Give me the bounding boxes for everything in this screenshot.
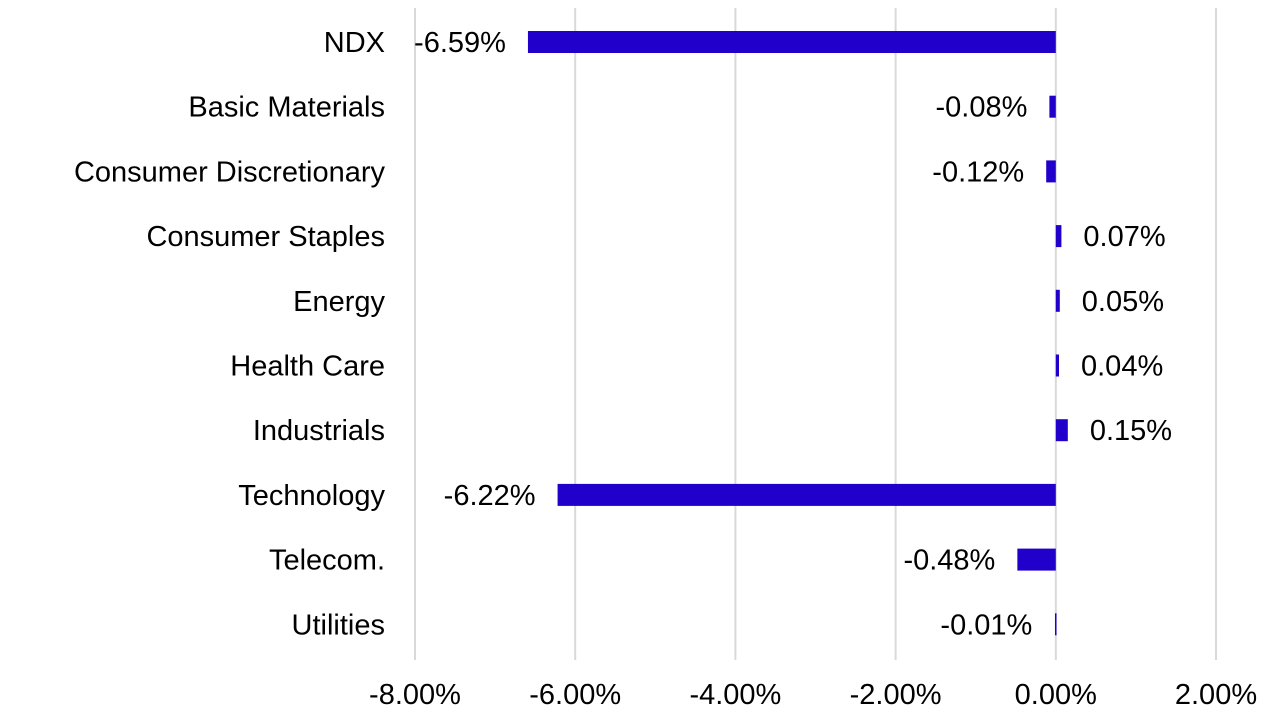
x-tick-label: 2.00% <box>1175 679 1257 711</box>
data-label: -0.48% <box>903 545 995 577</box>
category-label: NDX <box>324 27 385 59</box>
bar <box>1054 613 1057 636</box>
category-label: Basic Materials <box>188 92 385 124</box>
data-label: -0.12% <box>932 156 1024 188</box>
data-labels: -6.59% -0.08% -0.12% 0.07% 0.05% 0.04% 0.15% -6… <box>414 27 1172 641</box>
category-label: Consumer Staples <box>146 221 385 253</box>
data-label: -0.08% <box>936 92 1028 124</box>
data-label: 0.07% <box>1083 221 1165 253</box>
category-label: Utilities <box>292 609 385 641</box>
data-label: 0.15% <box>1090 415 1172 447</box>
category-label: Health Care <box>230 351 385 383</box>
data-label: -6.59% <box>414 27 506 59</box>
bar <box>1049 95 1056 118</box>
grid-lines <box>414 8 1217 660</box>
bars <box>527 31 1068 636</box>
category-label: Technology <box>238 480 385 512</box>
bar <box>557 483 1056 506</box>
x-tick-label: -4.00% <box>689 679 781 711</box>
category-label: Industrials <box>253 415 385 447</box>
bar <box>1017 548 1056 571</box>
data-label: 0.04% <box>1081 351 1163 383</box>
x-tick-label: 0.00% <box>1015 679 1097 711</box>
data-label: 0.05% <box>1082 286 1164 318</box>
data-label: -6.22% <box>444 480 536 512</box>
bar <box>1055 289 1060 312</box>
bar <box>1055 354 1060 377</box>
x-tick-label: -2.00% <box>850 679 942 711</box>
x-tick-label: -6.00% <box>529 679 621 711</box>
bar <box>1055 225 1062 248</box>
x-axis-tick-labels: -8.00% -6.00% -4.00% -2.00% 0.00% 2.00% <box>369 679 1257 711</box>
bar <box>527 31 1056 53</box>
data-label: -0.01% <box>940 609 1032 641</box>
x-tick-label: -8.00% <box>369 679 461 711</box>
category-label: Energy <box>293 286 385 318</box>
bar <box>1046 160 1056 183</box>
category-labels: NDX Basic Materials Consumer Discretionary… <box>74 27 386 641</box>
category-label: Telecom. <box>269 545 385 577</box>
bar <box>1055 419 1068 442</box>
category-label: Consumer Discretionary <box>74 156 386 188</box>
